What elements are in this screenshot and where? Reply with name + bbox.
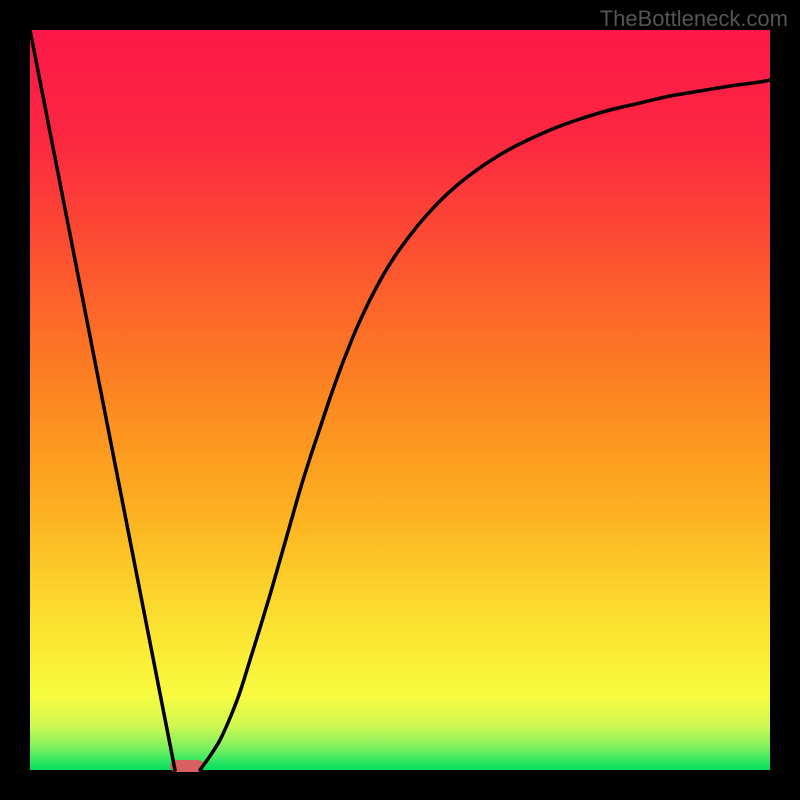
- chart-container: TheBottleneck.com: [0, 0, 800, 800]
- bottleneck-chart: [0, 0, 800, 800]
- watermark-text: TheBottleneck.com: [600, 6, 788, 32]
